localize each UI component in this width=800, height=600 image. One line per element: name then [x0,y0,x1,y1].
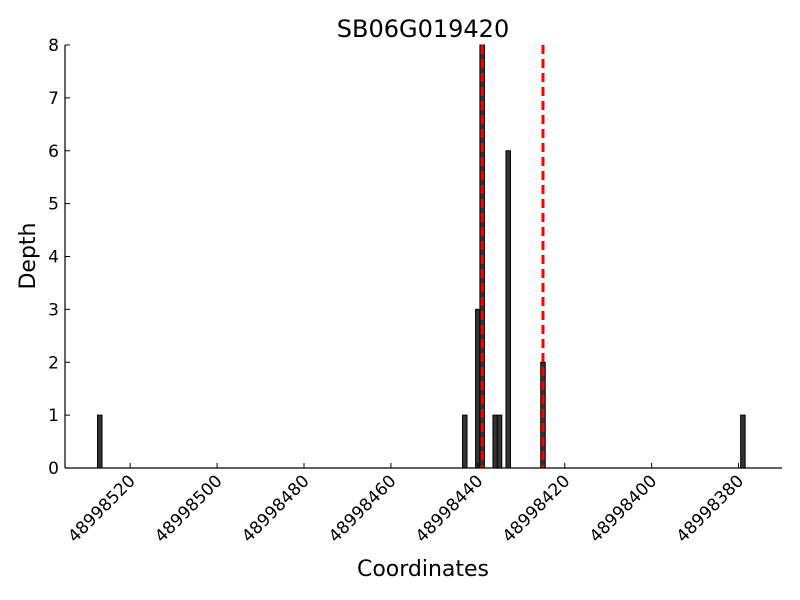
x-tick-label: 48998400 [586,471,661,546]
y-axis-title: Depth [16,222,41,289]
axes-layer [64,45,782,469]
x-tick-label: 48998500 [151,471,226,546]
depth-bar [496,414,503,469]
y-tick-label: 8 [48,36,59,56]
x-tick-label: 48998480 [238,471,313,546]
reference-lines-layer [480,45,545,468]
depth-bar [475,308,481,469]
y-tick-label: 6 [48,142,59,162]
y-tick-label: 5 [48,195,59,215]
depth-bar [97,414,103,469]
depth-bar [492,414,498,469]
y-tick-label: 2 [48,353,59,373]
x-tick-label: 48998440 [412,471,487,546]
x-tick-label: 48998420 [499,471,574,546]
y-tick-label: 3 [48,300,59,320]
y-tick-label: 0 [48,459,59,479]
chart-title: SB06G019420 [337,15,509,43]
depth-bar [462,414,468,469]
ticks-layer: 0 1 2 3 4 5 6 7 8 48998520 48998500 48998480 4899846… [48,36,748,547]
x-tick-label: 48998460 [325,471,400,546]
y-tick-label: 4 [48,248,59,268]
y-tick-label: 7 [48,89,59,109]
x-tick-label: 48998380 [673,471,748,546]
bars-layer [97,44,746,469]
depth-bar [740,414,746,469]
x-axis-title: Coordinates [357,557,489,582]
x-tick-label: 48998520 [64,471,139,546]
depth-bar [505,150,511,469]
y-tick-label: 1 [48,406,59,426]
